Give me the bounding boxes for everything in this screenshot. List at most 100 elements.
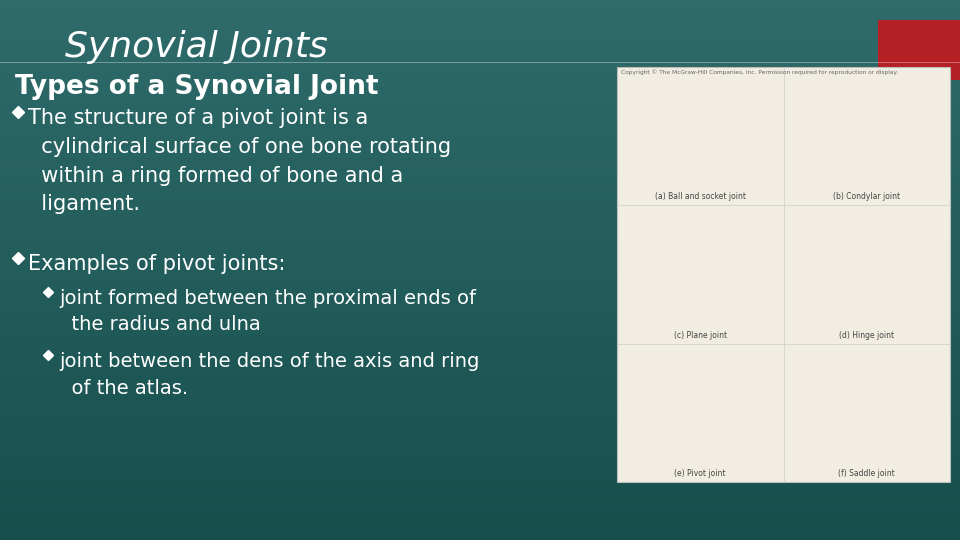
- Bar: [0, 389, 960, 393]
- Bar: [0, 346, 960, 349]
- Bar: [0, 367, 960, 371]
- Bar: [0, 482, 960, 486]
- Bar: [0, 425, 960, 428]
- Text: (d) Hinge joint: (d) Hinge joint: [839, 331, 895, 340]
- Bar: [0, 436, 960, 439]
- Bar: [0, 209, 960, 212]
- Bar: [0, 324, 960, 328]
- Bar: [0, 83, 960, 86]
- Bar: [0, 335, 960, 339]
- Bar: [0, 187, 960, 191]
- Bar: [0, 61, 960, 65]
- Bar: [0, 252, 960, 255]
- Bar: [0, 393, 960, 396]
- Bar: [0, 400, 960, 403]
- Bar: [0, 18, 960, 22]
- Bar: [0, 151, 960, 155]
- Text: Examples of pivot joints:: Examples of pivot joints:: [28, 254, 285, 274]
- Bar: [0, 112, 960, 115]
- Text: (f) Saddle joint: (f) Saddle joint: [838, 469, 895, 478]
- Bar: [0, 58, 960, 61]
- Bar: [0, 140, 960, 144]
- Bar: [0, 428, 960, 432]
- Bar: [0, 410, 960, 414]
- Bar: [0, 123, 960, 126]
- Bar: [0, 356, 960, 360]
- Bar: [0, 39, 960, 43]
- Bar: [0, 7, 960, 11]
- Bar: [0, 432, 960, 436]
- Bar: [0, 270, 960, 274]
- Bar: [0, 108, 960, 112]
- Bar: [0, 43, 960, 47]
- Text: (b) Condylar joint: (b) Condylar joint: [833, 192, 900, 201]
- Bar: [0, 93, 960, 97]
- Bar: [0, 320, 960, 324]
- Bar: [0, 50, 960, 54]
- Bar: [0, 407, 960, 410]
- Bar: [0, 529, 960, 533]
- Bar: [0, 468, 960, 471]
- Bar: [0, 32, 960, 36]
- Bar: [0, 198, 960, 201]
- Bar: [0, 104, 960, 108]
- Bar: [0, 65, 960, 69]
- Bar: [0, 0, 960, 4]
- Bar: [0, 147, 960, 151]
- Text: Synovial Joints: Synovial Joints: [65, 30, 328, 64]
- Bar: [0, 173, 960, 177]
- Text: Copyright © The McGraw-Hill Companies, Inc. Permission required for reproduction: Copyright © The McGraw-Hill Companies, I…: [621, 69, 898, 75]
- Bar: [0, 302, 960, 306]
- Bar: [0, 4, 960, 7]
- Bar: [0, 295, 960, 299]
- Bar: [0, 450, 960, 454]
- Bar: [0, 454, 960, 457]
- Bar: [0, 130, 960, 133]
- Bar: [0, 515, 960, 518]
- Bar: [0, 54, 960, 58]
- Bar: [0, 353, 960, 356]
- Bar: [0, 76, 960, 79]
- Bar: [0, 533, 960, 536]
- Bar: [0, 11, 960, 15]
- Bar: [0, 245, 960, 248]
- Bar: [0, 414, 960, 417]
- Bar: [0, 126, 960, 130]
- Bar: [0, 158, 960, 162]
- Bar: [0, 475, 960, 479]
- Bar: [0, 191, 960, 194]
- Text: Types of a Synovial Joint: Types of a Synovial Joint: [15, 74, 378, 100]
- Bar: [0, 263, 960, 266]
- Bar: [0, 155, 960, 158]
- Text: joint between the dens of the axis and ring
  of the atlas.: joint between the dens of the axis and r…: [59, 352, 479, 397]
- Bar: [0, 360, 960, 363]
- Bar: [0, 223, 960, 227]
- Bar: [0, 248, 960, 252]
- Bar: [0, 417, 960, 421]
- Bar: [0, 79, 960, 83]
- Bar: [0, 471, 960, 475]
- Bar: [0, 299, 960, 302]
- Bar: [0, 508, 960, 511]
- Bar: [0, 36, 960, 39]
- Bar: [0, 90, 960, 93]
- Bar: [0, 266, 960, 270]
- Bar: [0, 385, 960, 389]
- Bar: [0, 227, 960, 231]
- Bar: [0, 25, 960, 29]
- FancyBboxPatch shape: [617, 67, 950, 482]
- Bar: [0, 162, 960, 166]
- Bar: [0, 119, 960, 123]
- Bar: [0, 328, 960, 331]
- Bar: [0, 525, 960, 529]
- Text: joint formed between the proximal ends of
  the radius and ulna: joint formed between the proximal ends o…: [59, 289, 476, 334]
- Bar: [0, 212, 960, 216]
- Bar: [0, 144, 960, 147]
- Bar: [0, 292, 960, 295]
- Bar: [0, 259, 960, 263]
- Bar: [0, 349, 960, 353]
- Bar: [0, 101, 960, 104]
- Bar: [0, 22, 960, 25]
- Bar: [0, 238, 960, 241]
- Bar: [0, 378, 960, 382]
